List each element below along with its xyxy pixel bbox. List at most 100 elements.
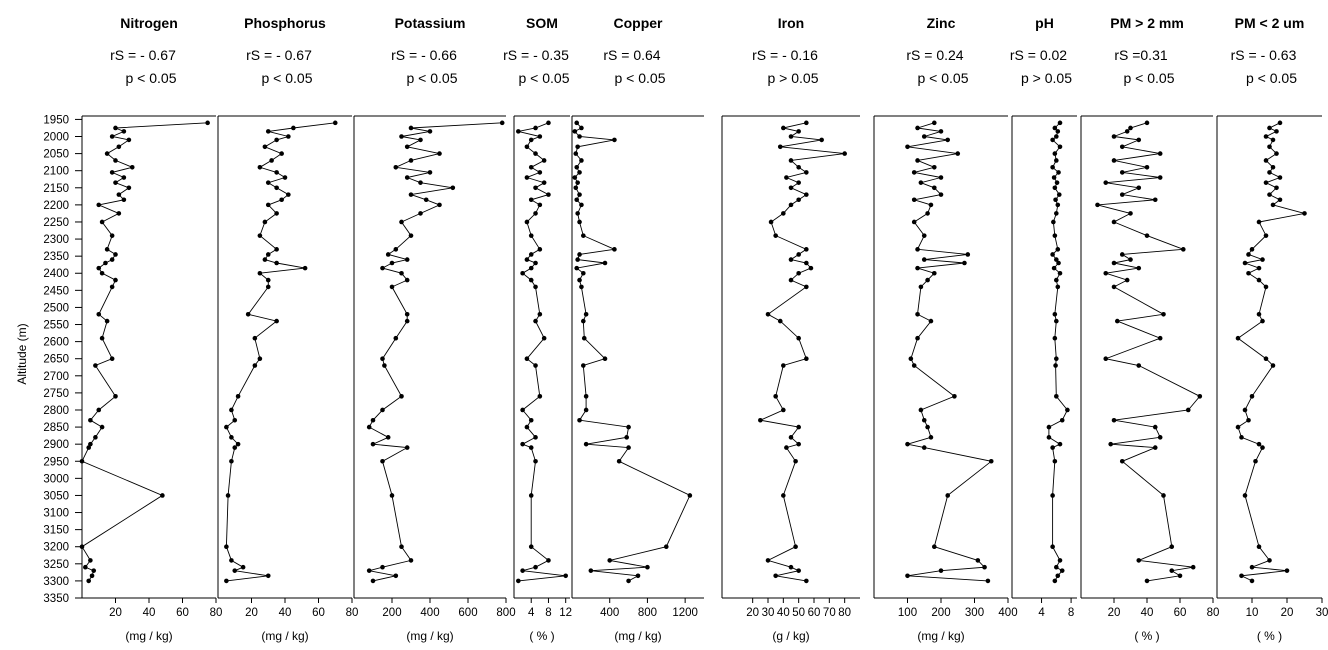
data-point: [1050, 493, 1055, 498]
y-tick-label: 3000: [43, 473, 69, 485]
data-point: [528, 197, 534, 203]
data-point: [788, 277, 794, 283]
data-point: [533, 458, 538, 464]
data-point: [842, 151, 847, 156]
data-point: [1052, 311, 1058, 317]
data-point: [1095, 202, 1100, 208]
y-tick-label: 2050: [43, 149, 69, 161]
data-point: [1267, 144, 1272, 150]
data-point: [541, 180, 547, 185]
y-tick-label: 3250: [43, 559, 69, 571]
data-point: [113, 252, 118, 257]
data-point: [1136, 363, 1142, 368]
data-point: [796, 197, 801, 203]
x-tick-label: 20: [746, 607, 759, 619]
data-point: [781, 125, 786, 131]
x-tick-label: 100: [898, 607, 917, 619]
data-point: [533, 564, 538, 570]
x-tick-label: 20: [1108, 607, 1121, 619]
data-point: [393, 164, 399, 170]
data-point: [1054, 158, 1059, 163]
data-point: [1169, 544, 1175, 550]
data-point: [265, 284, 271, 290]
data-point: [380, 458, 385, 464]
y-axis-label: Altitude (m): [15, 323, 29, 384]
data-point: [1260, 445, 1265, 450]
data-point: [541, 335, 547, 341]
data-point: [528, 493, 534, 498]
correlation-stat: rS = 0.64: [603, 47, 660, 63]
data-point: [928, 318, 934, 324]
data-point: [1270, 202, 1276, 208]
data-point: [274, 247, 279, 252]
data-point: [160, 493, 165, 498]
p-value: p < 0.05: [1246, 70, 1297, 86]
data-point: [404, 257, 410, 262]
data-point: [579, 284, 584, 290]
data-point: [404, 318, 410, 324]
data-point: [1051, 175, 1057, 180]
series-line: [758, 122, 845, 582]
data-point: [1246, 270, 1251, 276]
data-point: [96, 311, 102, 317]
y-axis: 1950 2000 2050 2100 2150 2200 2250 2300 2350 2400…: [43, 114, 82, 605]
data-point: [399, 134, 404, 139]
data-point: [393, 247, 399, 252]
data-point: [245, 311, 251, 317]
data-point: [572, 175, 578, 180]
p-value: p < 0.05: [918, 70, 969, 86]
data-point: [1249, 394, 1255, 399]
data-point: [1055, 573, 1061, 579]
data-point: [915, 158, 920, 163]
data-point: [533, 284, 538, 290]
data-point: [528, 417, 534, 423]
x-tick-label: 60: [808, 607, 821, 619]
y-tick-label: 2700: [43, 371, 69, 383]
series-line: [1048, 122, 1068, 582]
data-point: [524, 356, 530, 362]
panel-nitrogen: Nitrogen rS = - 0.67 p < 0.05 20 40 60 80 (mg /…: [79, 15, 222, 643]
data-point: [399, 394, 404, 399]
data-point: [408, 125, 414, 131]
data-point: [1052, 185, 1058, 191]
x-tick-label: 30: [762, 607, 775, 619]
data-point: [796, 164, 801, 170]
data-point: [1119, 458, 1125, 464]
data-point: [279, 151, 284, 156]
data-point: [389, 284, 395, 290]
data-point: [418, 180, 423, 185]
correlation-stat: rS = - 0.16: [752, 47, 818, 63]
data-point: [796, 270, 801, 276]
data-point: [804, 247, 809, 252]
y-tick-label: 3200: [43, 542, 69, 554]
data-point: [257, 356, 263, 362]
y-tick-label: 2950: [43, 456, 69, 468]
data-point: [915, 311, 920, 317]
data-point: [399, 219, 404, 225]
data-point: [252, 335, 258, 341]
data-point: [224, 544, 229, 550]
data-point: [577, 252, 582, 257]
data-point: [1052, 125, 1058, 131]
x-tick-label: 12: [559, 607, 572, 619]
correlation-stat: rS = - 0.35: [503, 47, 569, 63]
data-point: [286, 134, 291, 139]
data-point: [768, 219, 774, 225]
data-point: [925, 277, 930, 283]
data-point: [1057, 144, 1063, 150]
data-point: [1054, 257, 1059, 262]
data-point: [1169, 568, 1175, 573]
y-tick-label: 2550: [43, 320, 69, 332]
data-point: [1177, 573, 1183, 579]
data-point: [265, 129, 271, 134]
data-point: [96, 407, 102, 413]
data-point: [1242, 260, 1248, 266]
data-point: [257, 270, 263, 276]
data-point: [427, 129, 433, 134]
data-point: [575, 211, 580, 216]
data-point: [985, 578, 991, 584]
data-point: [804, 260, 809, 266]
data-point: [103, 260, 108, 266]
data-point: [88, 558, 93, 563]
data-point: [404, 277, 410, 283]
